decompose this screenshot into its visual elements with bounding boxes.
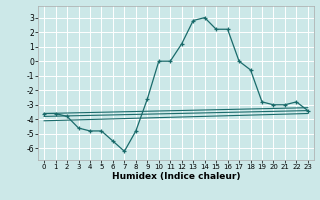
X-axis label: Humidex (Indice chaleur): Humidex (Indice chaleur) bbox=[112, 172, 240, 181]
